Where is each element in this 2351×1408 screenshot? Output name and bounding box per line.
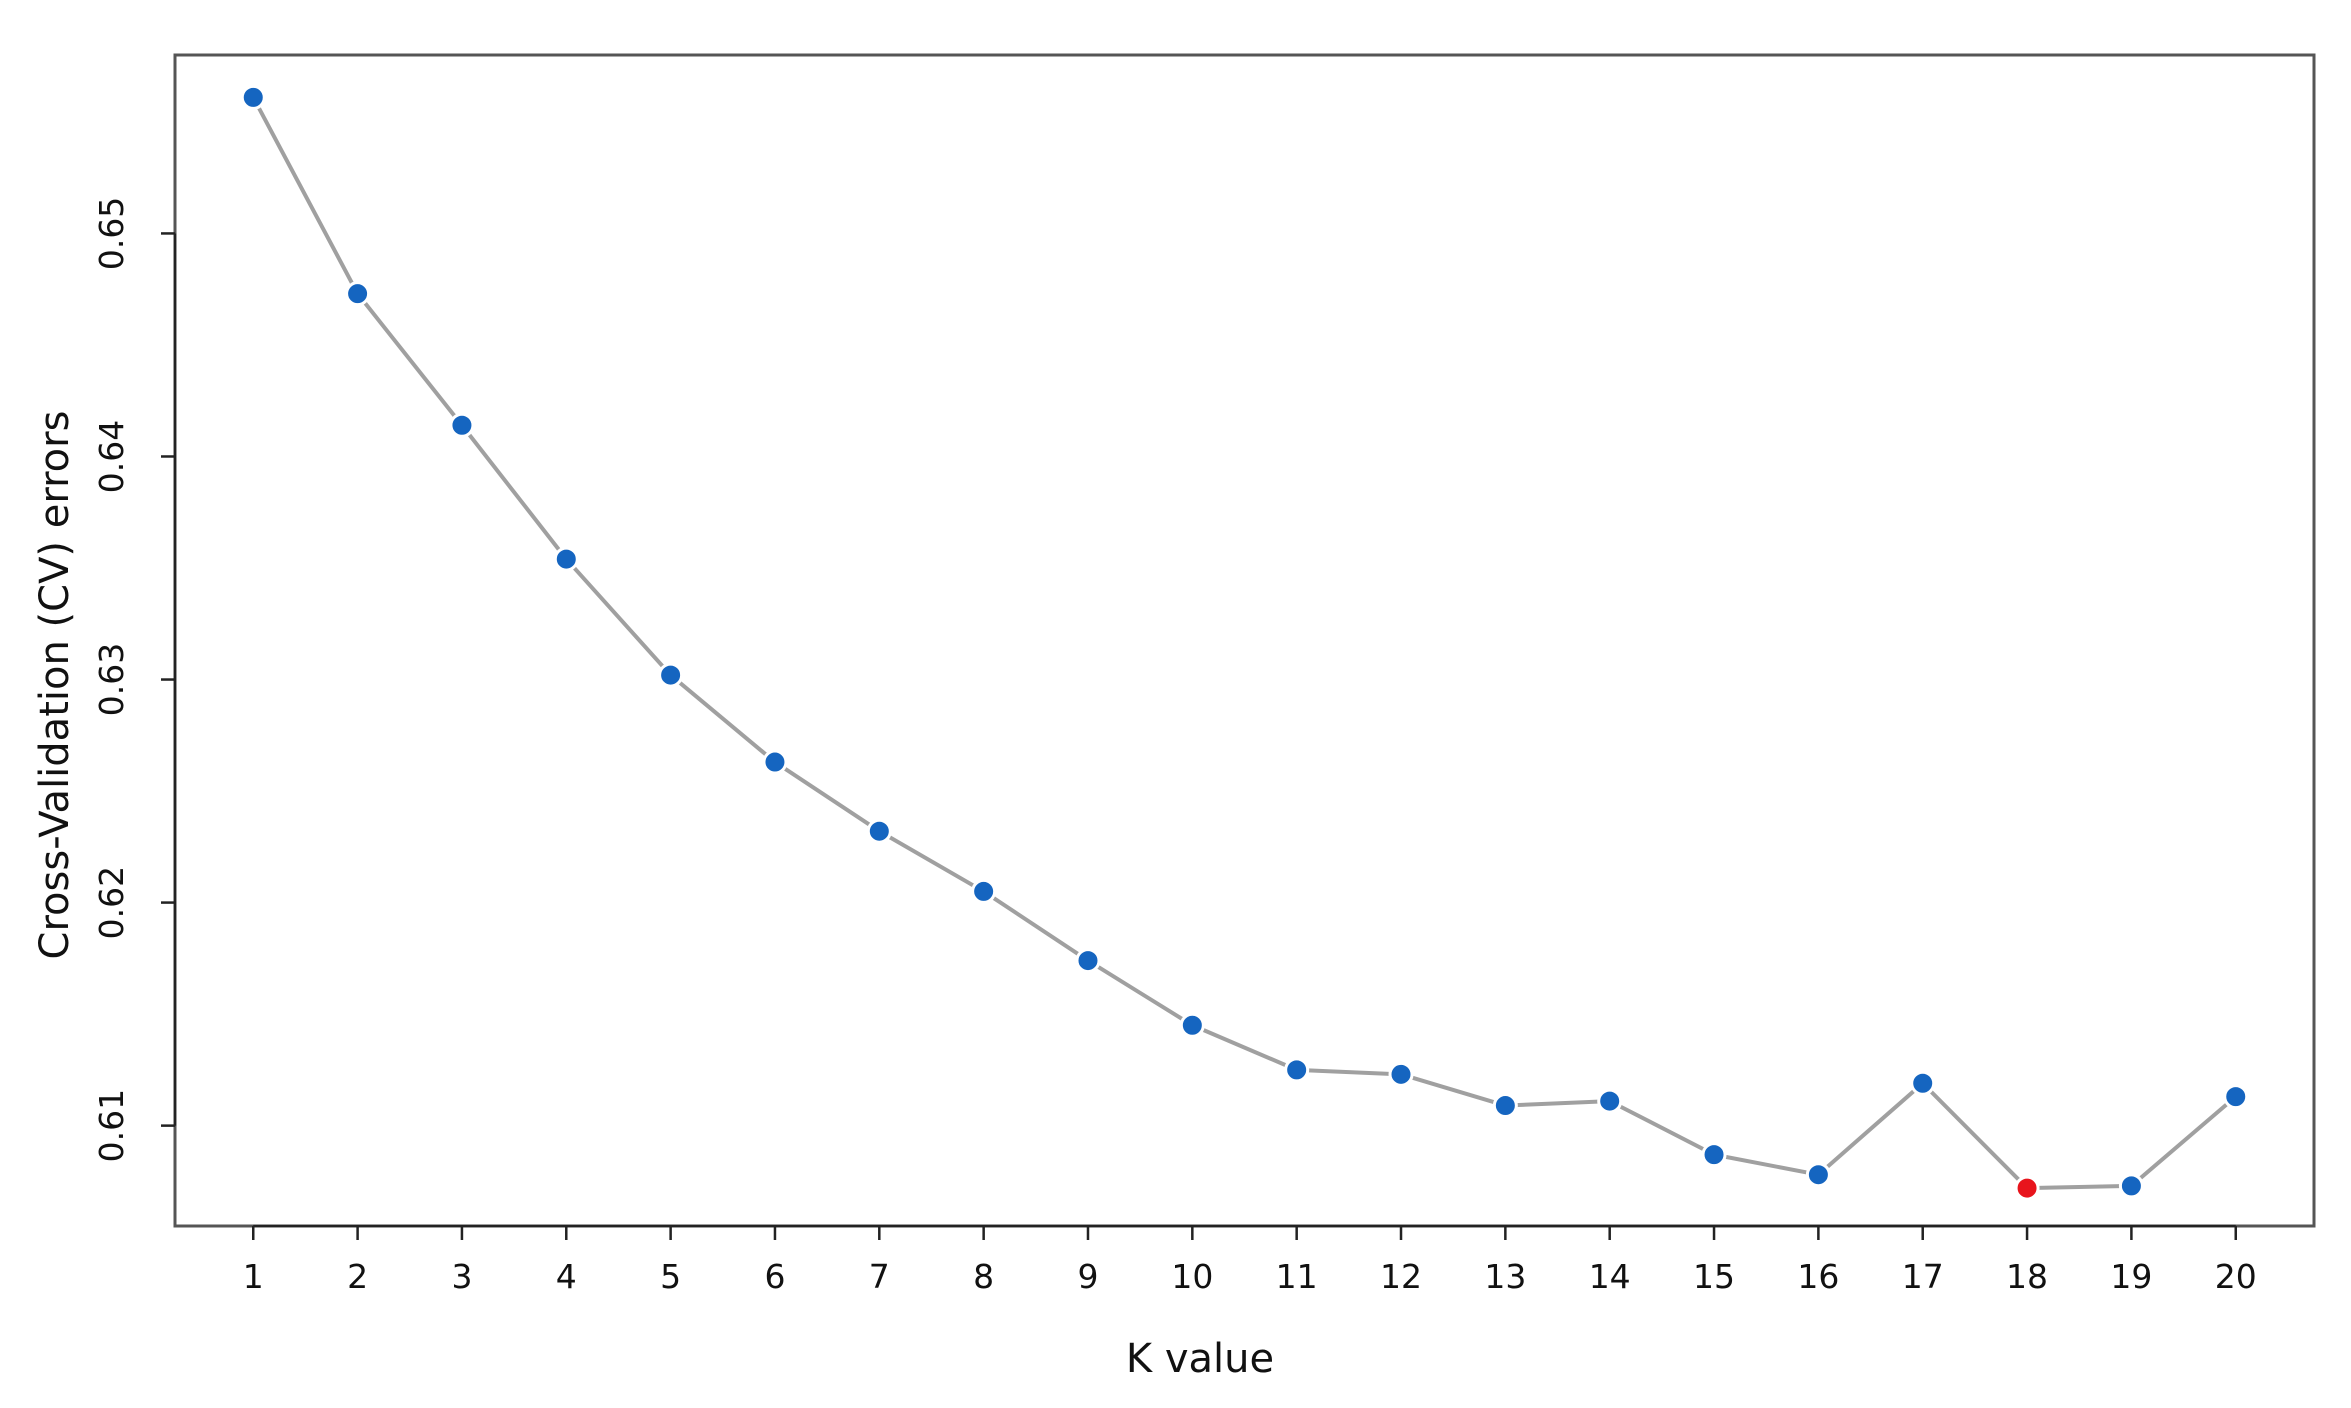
x-axis: 1 2 3 4 5 6 7 8 9 10 11 12 13 14 15 16 17 18 19 20 <box>243 1224 2257 1296</box>
data-point <box>866 818 892 844</box>
x-tick-label: 18 <box>2006 1257 2048 1296</box>
data-point <box>1388 1061 1414 1087</box>
data-point <box>658 662 684 688</box>
x-tick-label: 5 <box>660 1257 681 1296</box>
x-tick-label: 9 <box>1077 1257 1098 1296</box>
data-point <box>1701 1142 1727 1168</box>
x-tick-label: 14 <box>1589 1257 1631 1296</box>
series-layer <box>240 84 2249 1201</box>
x-tick-label: 11 <box>1276 1257 1318 1296</box>
data-point <box>1805 1162 1831 1188</box>
x-tick-label: 13 <box>1484 1257 1526 1296</box>
x-tick-label: 10 <box>1171 1257 1213 1296</box>
data-point <box>1492 1093 1518 1119</box>
x-tick-label: 2 <box>347 1257 368 1296</box>
series-line <box>251 96 2238 1191</box>
y-tick-label: 0.62 <box>92 866 131 939</box>
x-tick-label: 12 <box>1380 1257 1422 1296</box>
data-point <box>1179 1012 1205 1038</box>
y-tick-label: 0.64 <box>92 420 131 493</box>
x-tick-label: 19 <box>2110 1257 2152 1296</box>
y-axis: 0.61 0.62 0.63 0.64 0.65 <box>92 197 177 1162</box>
data-point <box>1597 1088 1623 1114</box>
x-tick-label: 17 <box>1902 1257 1944 1296</box>
y-tick-label: 0.65 <box>92 197 131 270</box>
data-point <box>971 878 997 904</box>
data-point <box>1910 1070 1936 1096</box>
highlighted-data-point <box>2014 1175 2040 1201</box>
x-tick-label: 7 <box>869 1257 890 1296</box>
data-point <box>762 749 788 775</box>
data-point <box>240 84 266 110</box>
data-point <box>553 546 579 572</box>
data-point <box>449 412 475 438</box>
data-point <box>1075 948 1101 974</box>
data-point <box>345 281 371 307</box>
y-axis-title: Cross-Validation (CV) errors <box>32 411 78 960</box>
data-point <box>1284 1057 1310 1083</box>
x-tick-label: 16 <box>1797 1257 1839 1296</box>
x-axis-title: K value <box>1126 1336 1274 1382</box>
x-tick-label: 3 <box>451 1257 472 1296</box>
x-tick-label: 4 <box>556 1257 577 1296</box>
plot-area-frame <box>173 53 2316 1228</box>
x-tick-label: 1 <box>243 1257 264 1296</box>
y-tick-label: 0.61 <box>92 1089 131 1162</box>
x-tick-label: 15 <box>1693 1257 1735 1296</box>
x-tick-label: 6 <box>764 1257 785 1296</box>
data-point <box>2118 1173 2144 1199</box>
data-point <box>2223 1084 2249 1110</box>
x-tick-label: 8 <box>973 1257 994 1296</box>
y-tick-label: 0.63 <box>92 643 131 716</box>
x-tick-label: 20 <box>2215 1257 2257 1296</box>
